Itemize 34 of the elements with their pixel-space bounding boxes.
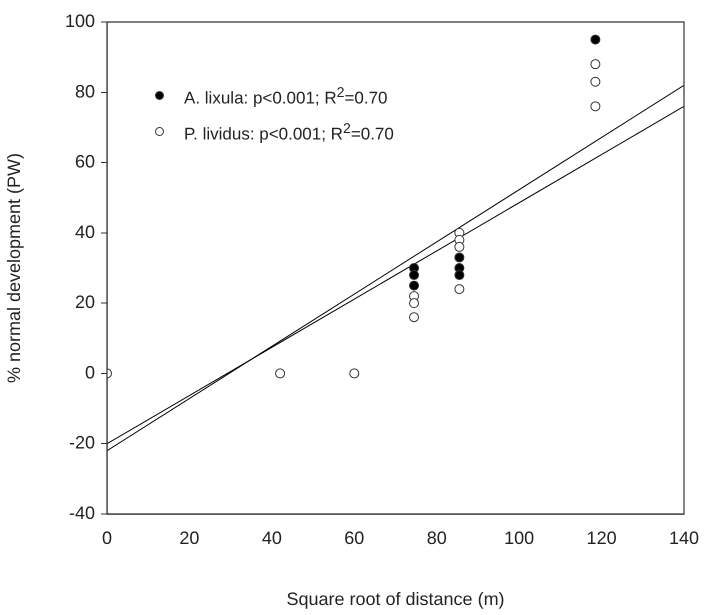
point [590, 59, 600, 70]
point [275, 368, 286, 378]
legend-label: A. lixula: p<0.001; R$^{2}$=0.70 [184, 84, 388, 110]
y-tick-label: 0 [84, 362, 95, 382]
point [454, 252, 464, 262]
x-tick-label: 60 [344, 528, 364, 548]
point [590, 34, 600, 45]
x-tick-label: 120 [586, 528, 617, 548]
point [409, 270, 420, 280]
point [409, 312, 420, 322]
point [409, 280, 420, 291]
legend-label: P. lividus: p<0.001; R$^{2}$=0.70 [184, 120, 394, 146]
point [454, 270, 464, 280]
point [349, 368, 360, 378]
point [454, 284, 464, 294]
y-tick-label: 100 [64, 10, 95, 31]
point [590, 101, 600, 112]
y-tick-label: 60 [74, 152, 95, 172]
y-tick-label: 80 [74, 81, 95, 102]
x-tick-label: 80 [426, 528, 447, 548]
y-tick-label: 20 [74, 292, 95, 312]
x-tick-label: 0 [102, 528, 112, 548]
x-tick-label: 100 [504, 528, 534, 548]
y-tick-label: 40 [74, 222, 95, 242]
x-tick-label: 40 [262, 528, 282, 548]
x-tick-label: 20 [179, 528, 200, 548]
point [454, 242, 464, 252]
y-tick-label: -40 [68, 502, 95, 523]
y-tick-label: -20 [68, 432, 95, 453]
point [409, 298, 420, 308]
x-axis-title: Square root of distance (m) [286, 589, 505, 610]
x-tick-label: 140 [668, 528, 700, 548]
point [590, 76, 600, 87]
y-axis-title: % normal development (PW) [4, 152, 24, 384]
